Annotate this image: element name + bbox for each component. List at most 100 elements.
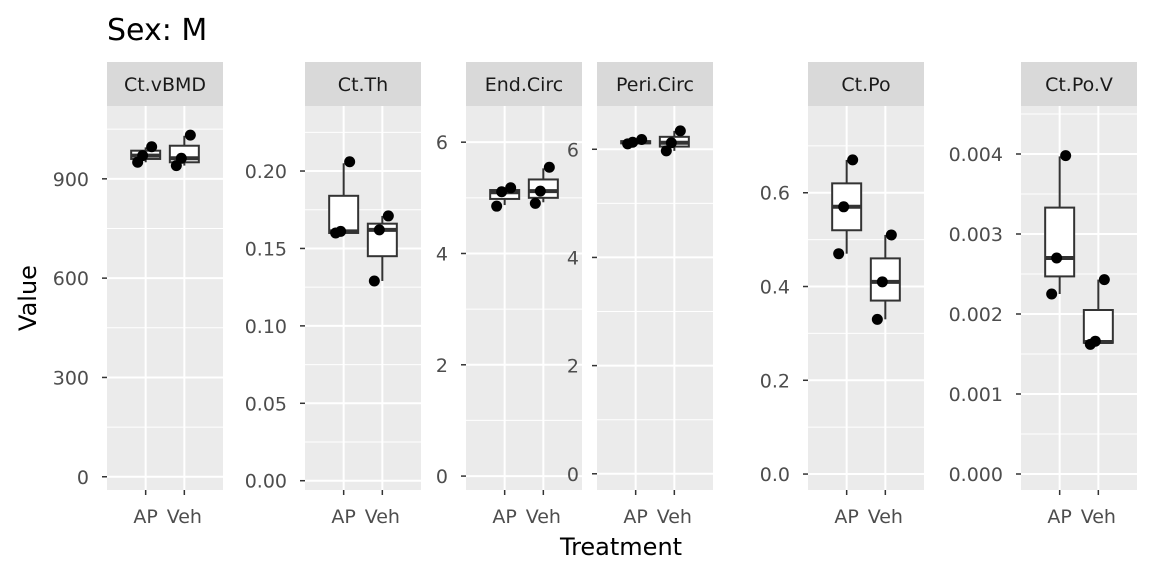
y-tick-label: 0.15	[245, 238, 287, 260]
data-point	[876, 276, 888, 288]
data-point	[1084, 338, 1096, 350]
y-tick-label: 0.001	[949, 384, 1003, 406]
y-tick-label: 6	[567, 139, 579, 161]
facet-4: Ct.Po 0.0 0.2 0.4 0.6 AP Veh	[760, 62, 924, 528]
y-tick-label: 0	[436, 466, 448, 488]
data-point	[132, 156, 144, 168]
facet-strip	[466, 62, 582, 106]
facet-strip	[305, 62, 421, 106]
facet-strip-label: Ct.vBMD	[124, 74, 206, 96]
x-axis-title: Treatment	[559, 533, 682, 561]
y-tick-label: 0.05	[245, 393, 287, 415]
y-tick-label: 6	[436, 132, 448, 154]
y-tick-label: 0.0	[760, 464, 790, 486]
boxplot-ap	[328, 163, 360, 234]
x-tick-label: Veh	[365, 506, 400, 528]
y-tick-label: 0.2	[760, 370, 790, 392]
x-tick-label: Veh	[657, 506, 692, 528]
x-tick-label: Veh	[526, 506, 561, 528]
data-point	[665, 137, 677, 149]
data-point	[496, 186, 508, 198]
data-point	[1060, 150, 1072, 162]
x-tick-label: AP	[331, 506, 355, 528]
y-tick-label: 4	[436, 243, 448, 265]
data-point	[505, 182, 517, 194]
data-point	[529, 197, 541, 209]
facet-strip	[597, 62, 713, 106]
x-tick-label: AP	[1047, 506, 1071, 528]
facet-0: Ct.vBMD 0 300 600 900 AP Veh	[53, 62, 223, 528]
facet-panel	[597, 106, 713, 490]
boxplot-ap	[1044, 156, 1076, 294]
y-axis-title: Value	[14, 265, 42, 331]
data-point	[344, 156, 356, 168]
facet-5: Ct.Po.V 0.000 0.001 0.002 0.003 0.004 AP Veh	[949, 62, 1137, 528]
y-tick-label: 0.4	[760, 277, 790, 299]
y-tick-label: 0.002	[949, 304, 1003, 326]
data-point	[368, 275, 380, 287]
facet-strip-label: End.Circ	[485, 74, 564, 96]
data-point	[674, 125, 686, 137]
data-point	[1098, 274, 1110, 286]
data-point	[491, 200, 503, 212]
data-point	[382, 210, 394, 222]
data-point	[622, 138, 634, 150]
facet-strip-label: Ct.Po.V	[1045, 74, 1113, 96]
x-tick-label: AP	[834, 506, 858, 528]
y-tick-label: 0.10	[245, 316, 287, 338]
x-tick-label: AP	[492, 506, 516, 528]
facet-strip	[808, 62, 924, 106]
data-point	[170, 160, 182, 172]
y-tick-label: 900	[53, 169, 89, 191]
y-tick-label: 2	[436, 355, 448, 377]
facet-strip-label: Ct.Po	[841, 74, 890, 96]
facet-panel	[808, 106, 924, 490]
facet-strip	[107, 62, 223, 106]
y-tick-label: 0.000	[949, 464, 1003, 486]
y-tick-label: 0	[567, 464, 579, 486]
facet-2: End.Circ 0 2 4 6 AP Veh	[436, 62, 582, 528]
y-tick-label: 0.6	[760, 183, 790, 205]
facet-panel	[1021, 106, 1137, 490]
y-tick-label: 0	[77, 467, 89, 489]
y-tick-label: 0.00	[245, 471, 287, 493]
x-tick-label: Veh	[1081, 506, 1116, 528]
data-point	[847, 154, 859, 166]
data-point	[885, 229, 897, 241]
x-tick-label: Veh	[868, 506, 903, 528]
y-tick-label: 300	[53, 367, 89, 389]
data-point	[1051, 252, 1063, 264]
y-tick-label: 4	[567, 247, 579, 269]
x-tick-label: Veh	[167, 506, 202, 528]
box-body	[1044, 206, 1076, 278]
y-tick-label: 0.003	[949, 224, 1003, 246]
data-point	[373, 224, 385, 236]
data-point	[534, 185, 546, 197]
y-tick-label: 0.20	[245, 161, 287, 183]
facet-strip	[1021, 62, 1137, 106]
data-point	[184, 129, 196, 141]
data-point	[636, 134, 648, 146]
facet-strip-label: Ct.Th	[338, 74, 388, 96]
y-tick-label: 2	[567, 356, 579, 378]
data-point	[871, 313, 883, 325]
box-body	[328, 194, 360, 234]
facet-panel	[305, 106, 421, 490]
y-tick-label: 600	[53, 268, 89, 290]
data-point	[146, 141, 158, 153]
y-tick-label: 0.004	[949, 144, 1003, 166]
chart-title: Sex: M	[107, 13, 207, 48]
x-tick-label: AP	[133, 506, 157, 528]
data-point	[1046, 288, 1058, 300]
facet-1: Ct.Th 0.00 0.05 0.10 0.15 0.20 AP Veh	[245, 62, 421, 528]
facet-3: Peri.Circ 0 2 4 6 AP Veh	[567, 62, 713, 528]
data-point	[660, 145, 672, 157]
data-point	[833, 248, 845, 260]
data-point	[838, 201, 850, 213]
facet-panel	[107, 106, 223, 490]
facet-panel	[466, 106, 582, 490]
data-point	[330, 227, 342, 239]
facet-strip-label: Peri.Circ	[616, 74, 694, 96]
